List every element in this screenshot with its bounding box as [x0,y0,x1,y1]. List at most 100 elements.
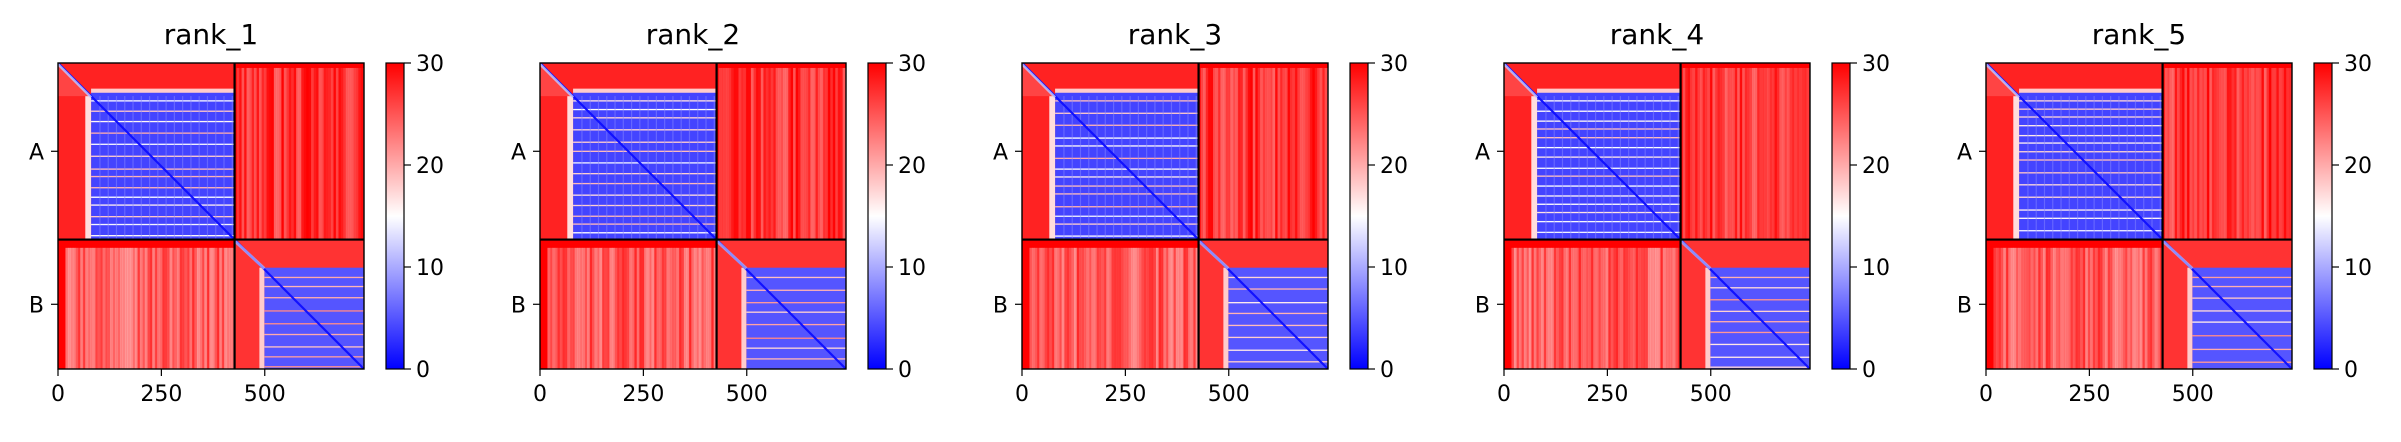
stripe-ba [1645,247,1649,369]
intra-a-row [91,100,235,102]
stripe-ba [636,247,640,369]
intra-a-row [2019,196,2163,198]
colorbar-tick-label: 20 [1862,154,1890,179]
stripe-ba [1076,247,1080,369]
stripe-ab [758,67,762,240]
colorbar-tick-label: 10 [1380,256,1408,281]
stripe-ab [2231,67,2235,240]
stripe-ba [162,247,166,369]
stripe-ba [149,247,153,369]
x-tick-label: 0 [1979,382,1993,407]
stripe-ba [2097,247,2101,369]
stripe-ba [1637,247,1641,369]
stripe-ba [1573,247,1577,369]
stripe-ba [1615,247,1619,369]
intra-a-col [630,96,633,240]
stripe-ba [2134,247,2138,369]
intra-b-edge [1223,267,1229,369]
stripe-ba [656,247,660,369]
stripe-ba [577,247,581,369]
chain-label-b: B [1957,293,1972,318]
stripe-ba [1662,247,1666,369]
intra-a-row [2019,108,2163,110]
stripe-ab [358,67,362,240]
intra-a-row [91,175,235,178]
intra-a-edge [567,96,574,240]
stripe-ab [837,67,841,240]
stripe-ab [2194,67,2198,240]
stripe-ab [2216,67,2220,240]
x-tick-label: 250 [1104,382,1146,407]
stripe-ba [1069,247,1073,369]
axes-frame [1985,62,2293,370]
stripe-ba [1051,247,1055,369]
pae-heatmap [1504,63,1810,369]
stripe-ba [1657,247,1661,369]
stripe-ba [2055,247,2059,369]
diagonal-halo [1986,63,2020,99]
stripe-ba [1623,247,1626,369]
panel-title: rank_1 [164,18,258,51]
stripe-ab [736,67,739,240]
stripe-ab [2199,67,2203,240]
intra-a-row [1055,124,1199,126]
x-tick-label: 0 [1015,382,1029,407]
intra-b-row [746,337,846,339]
stripe-ab [1719,67,1723,240]
stripe-ab [1257,67,1261,240]
stripe-ab [1322,67,1326,240]
intra-a-row [573,100,717,102]
stripe-ba [1675,247,1679,369]
stripe-ba [1111,247,1115,369]
stripe-ba [182,247,185,369]
stripe-ba [1131,247,1135,369]
colorbar-tick-label: 30 [1862,52,1890,77]
stripe-ab [842,67,846,240]
stripe-ab [1302,67,1306,240]
diagonal-halo-b [233,239,266,270]
intra-a-col [115,96,118,240]
stripe-ba [1672,247,1676,369]
stripe-ab [1737,67,1741,240]
stripe-ba [2062,247,2066,369]
stripe-ba [1155,247,1159,369]
stripe-ba [1113,247,1117,369]
stripe-ab [765,67,769,240]
stripe-ab [1262,67,1266,240]
intra-a-col [697,96,699,240]
intra-a-col [1594,96,1597,240]
stripe-ab [1213,67,1216,240]
stripe-ba [1603,247,1607,369]
intra-a-col [647,96,649,240]
stripe-ba [1118,247,1122,369]
panel-title: rank_3 [1128,18,1222,51]
stripe-ba [124,247,128,369]
colorbar-tick-label: 20 [1380,154,1408,179]
stripe-ba [1655,247,1659,369]
stripe-ab [1786,67,1790,240]
stripe-ba [599,247,603,369]
intra-b-row [1710,321,1810,323]
stripe-ba [159,247,163,369]
stripe-ba [1600,247,1604,369]
stripe-ab [733,67,737,240]
stripe-ab [2204,67,2208,240]
stripe-ab [340,67,344,240]
stripe-ab [2263,67,2267,240]
stripe-ba [669,247,672,369]
stripe-ab [1309,67,1313,240]
stripe-ba [117,247,121,369]
intra-a-col [190,96,192,240]
intra-b-row [264,310,364,312]
stripe-ba [1580,247,1584,369]
stripe-ab [770,67,774,240]
stripe-ab [1784,67,1788,240]
axes-frame [1503,62,1811,370]
intra-a-row [1537,220,1681,223]
stripe-ba [2137,247,2141,369]
intra-a-col [231,96,233,240]
stripe-ba [631,247,635,369]
stripe-ba [646,247,650,369]
stripe-ab [793,67,796,240]
